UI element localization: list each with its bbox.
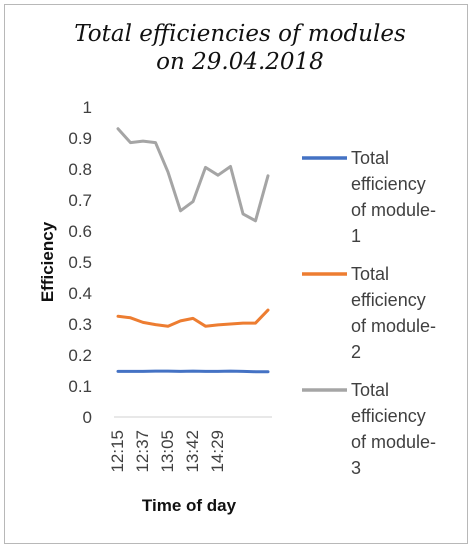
y-axis-title: Efficiency [38, 221, 57, 302]
chart-frame [4, 4, 468, 544]
series-line-module-1 [116, 369, 270, 374]
y-tick-label: 0.5 [68, 253, 92, 272]
y-tick-label: 0.6 [68, 222, 92, 241]
y-tick-label: 0.8 [68, 160, 92, 179]
x-tick-label: 12:37 [133, 430, 152, 473]
y-tick-label: 0.7 [68, 191, 92, 210]
x-tick-label: 12:15 [108, 430, 127, 473]
legend-label-module-2: Total [351, 264, 389, 284]
y-tick-label: 0.3 [68, 315, 92, 334]
y-tick-label: 0.1 [68, 377, 92, 396]
legend-label-module-2: 2 [351, 342, 361, 362]
legend-label-module-1: efficiency [351, 174, 426, 194]
legend-label-module-1: Total [351, 148, 389, 168]
series-line-module-3 [116, 127, 270, 223]
x-axis-ticks: 12:15 12:37 13:05 13:42 14:29 [108, 416, 272, 473]
x-axis-title: Time of day [142, 496, 237, 515]
legend-label-module-1: 1 [351, 226, 361, 246]
legend-label-module-3: Total [351, 380, 389, 400]
y-tick-label: 0.9 [68, 129, 92, 148]
legend-label-module-3: efficiency [351, 406, 426, 426]
y-tick-label: 0 [83, 408, 92, 427]
legend-label-module-3: 3 [351, 458, 361, 478]
x-tick-label: 13:05 [158, 430, 177, 473]
legend-label-module-3: of module- [351, 432, 436, 452]
legend-label-module-1: of module- [351, 200, 436, 220]
y-tick-label: 1 [83, 98, 92, 117]
legend-label-module-2: efficiency [351, 290, 426, 310]
plot-series [116, 127, 270, 374]
x-tick-label: 14:29 [208, 430, 227, 473]
legend: Total efficiency of module- 1 Total efficienc… [302, 148, 436, 478]
y-axis-ticks: 0 0.1 0.2 0.3 0.4 0.5 0.6 0.7 0.8 0.9 1 [68, 98, 92, 427]
y-tick-label: 0.4 [68, 284, 92, 303]
x-tick-label: 13:42 [183, 430, 202, 473]
y-tick-label: 0.2 [68, 346, 92, 365]
legend-label-module-2: of module- [351, 316, 436, 336]
chart-title: Total efficiencies of modules on 29.04.2… [74, 21, 406, 75]
series-line-module-2 [116, 308, 270, 328]
